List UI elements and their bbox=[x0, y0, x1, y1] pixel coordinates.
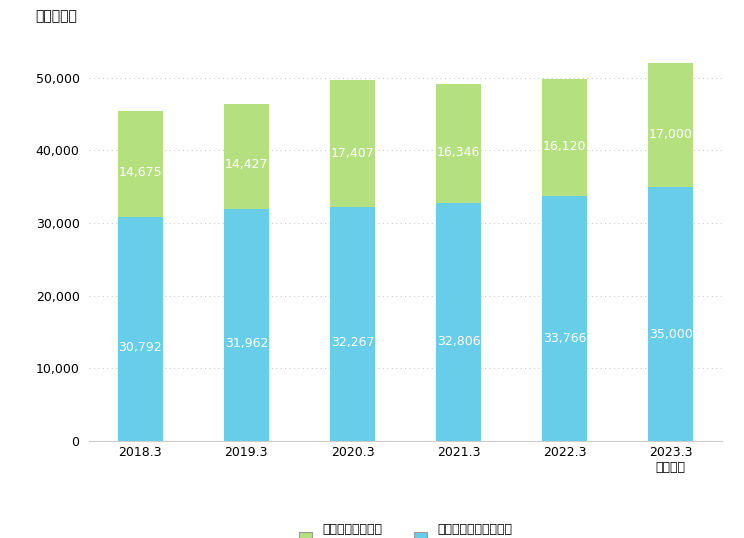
Text: 17,000: 17,000 bbox=[649, 129, 693, 141]
Bar bbox=[542, 196, 587, 441]
Text: 32,267: 32,267 bbox=[330, 336, 374, 349]
Bar bbox=[436, 203, 481, 441]
Bar bbox=[436, 84, 481, 203]
Text: 30,792: 30,792 bbox=[118, 341, 162, 353]
Bar bbox=[330, 80, 375, 207]
Bar bbox=[648, 187, 693, 441]
Bar bbox=[118, 111, 163, 217]
Text: 33,766: 33,766 bbox=[543, 331, 586, 345]
Text: 31,962: 31,962 bbox=[225, 337, 268, 350]
Text: 14,427: 14,427 bbox=[225, 158, 268, 171]
Bar bbox=[330, 207, 375, 441]
Text: （百万円）: （百万円） bbox=[36, 9, 77, 23]
Bar bbox=[224, 104, 269, 209]
Text: 35,000: 35,000 bbox=[649, 328, 693, 341]
Bar bbox=[224, 209, 269, 441]
Bar bbox=[118, 217, 163, 441]
Text: 32,806: 32,806 bbox=[437, 335, 481, 348]
Bar bbox=[648, 63, 693, 187]
Text: 17,407: 17,407 bbox=[330, 147, 374, 160]
Legend: リニューアル工事
完成工事高, メンテナンスサービス
売上高: リニューアル工事 完成工事高, メンテナンスサービス 売上高 bbox=[298, 523, 513, 538]
Text: 16,120: 16,120 bbox=[543, 140, 586, 153]
Text: 14,675: 14,675 bbox=[118, 166, 162, 179]
Text: 16,346: 16,346 bbox=[437, 146, 480, 159]
Bar bbox=[542, 79, 587, 196]
